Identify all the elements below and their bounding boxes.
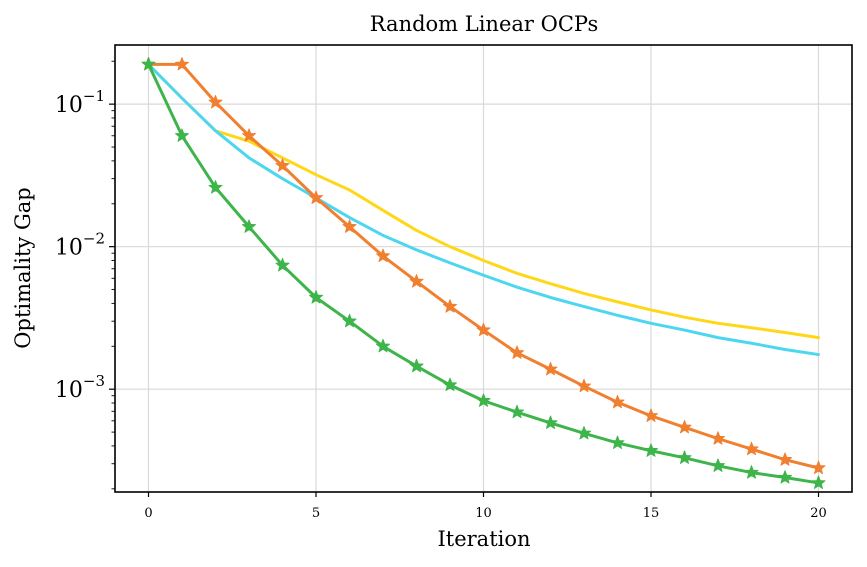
data-point (208, 94, 223, 109)
data-point (811, 475, 826, 489)
data-point (811, 460, 826, 475)
y-tick-exponent: −3 (83, 372, 105, 390)
data-point (409, 358, 424, 373)
data-point (174, 57, 190, 71)
data-point (509, 345, 525, 359)
data-point (442, 299, 458, 313)
data-point (610, 435, 625, 449)
x-tick-label: 15 (643, 506, 660, 521)
data-point (308, 290, 324, 304)
data-point (442, 377, 458, 392)
data-point (375, 338, 391, 353)
data-point (643, 443, 659, 457)
series-line (147, 62, 820, 357)
data-point (275, 257, 290, 272)
x-tick-label: 10 (475, 506, 492, 521)
series-group (141, 57, 826, 489)
data-point (677, 450, 692, 464)
y-tick-base: 10 (55, 93, 83, 118)
y-axis-label: Optimality Gap (11, 187, 35, 348)
data-point (375, 248, 391, 263)
data-point (576, 378, 592, 393)
y-tick-label: 10−2 (55, 230, 105, 261)
x-axis-label: Iteration (437, 527, 530, 551)
data-point (275, 158, 290, 172)
data-point (409, 274, 424, 288)
data-point (208, 180, 223, 194)
data-point (710, 458, 726, 472)
data-point (777, 470, 793, 484)
y-tick-exponent: −2 (83, 230, 105, 248)
data-point (509, 404, 525, 419)
data-point (476, 393, 491, 407)
data-point (174, 128, 190, 142)
series-1 (147, 62, 820, 357)
data-point (576, 425, 592, 440)
data-point (710, 431, 726, 445)
grid (115, 45, 852, 492)
series-3 (141, 57, 826, 489)
data-point (241, 219, 257, 233)
data-point (241, 128, 257, 142)
y-axis: 10−110−210−3 (55, 60, 115, 490)
chart-title: Random Linear OCPs (370, 12, 599, 36)
data-point (610, 394, 625, 409)
y-tick-exponent: −1 (83, 87, 105, 105)
x-tick-label: 20 (810, 506, 827, 521)
y-tick-base: 10 (55, 236, 83, 261)
data-point (543, 361, 558, 376)
data-point (677, 419, 692, 434)
data-point (744, 441, 759, 456)
data-point (342, 313, 357, 328)
data-point (342, 219, 357, 233)
data-point (643, 408, 659, 422)
data-point (476, 322, 491, 337)
x-axis: 0 5 10 15 20 (144, 492, 827, 521)
data-point (744, 465, 759, 479)
y-tick-label: 10−3 (55, 372, 105, 403)
data-point (308, 190, 324, 204)
data-point (543, 415, 558, 429)
x-tick-label: 5 (312, 506, 320, 521)
x-tick-label: 0 (144, 506, 152, 521)
data-point (777, 452, 793, 466)
y-tick-base: 10 (55, 378, 83, 403)
y-tick-label: 10−1 (55, 87, 105, 118)
data-point (141, 57, 156, 71)
